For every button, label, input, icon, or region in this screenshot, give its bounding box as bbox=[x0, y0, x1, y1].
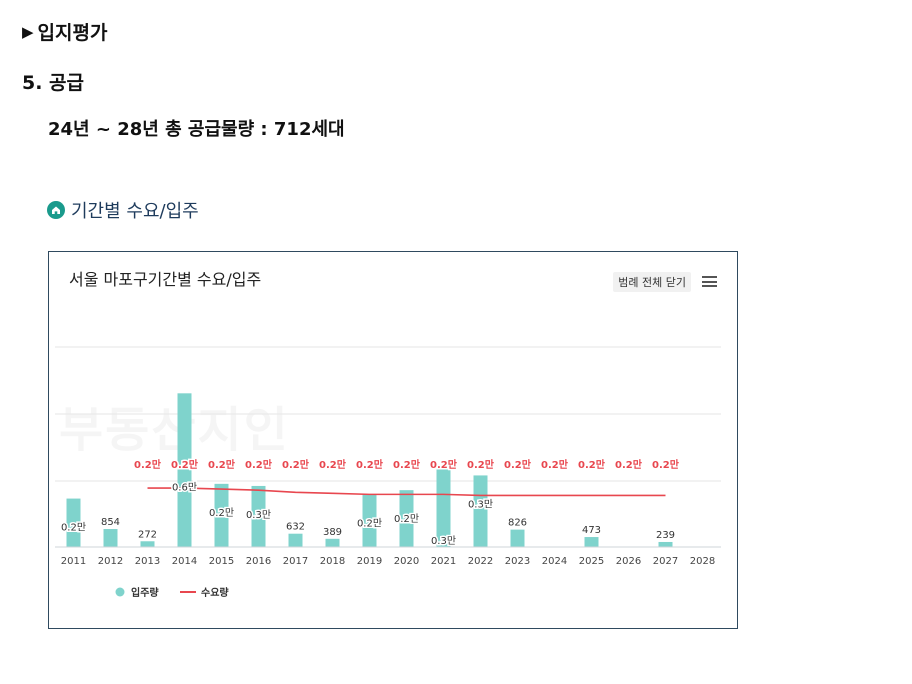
x-tick-2020: 2020 bbox=[394, 556, 419, 567]
legend-toggle-button[interactable]: 범례 전체 닫기 bbox=[613, 272, 691, 292]
supply-label-2016: 0.3만 bbox=[246, 509, 271, 521]
bar-2027 bbox=[658, 541, 673, 547]
demand-label-2018: 0.2만 bbox=[319, 458, 347, 471]
supply-label-2027: 239 bbox=[656, 530, 675, 541]
bar-2021 bbox=[436, 464, 451, 547]
bar-2017 bbox=[288, 533, 303, 547]
demand-label-2016: 0.2만 bbox=[245, 458, 273, 471]
supply-label-2025: 473 bbox=[582, 525, 601, 536]
demand-label-2015: 0.2만 bbox=[208, 458, 236, 471]
x-tick-2025: 2025 bbox=[579, 556, 604, 567]
demand-label-2025: 0.2만 bbox=[578, 458, 606, 471]
x-tick-2013: 2013 bbox=[135, 556, 160, 567]
bar-2012 bbox=[103, 529, 118, 547]
x-tick-2023: 2023 bbox=[505, 556, 530, 567]
x-tick-2019: 2019 bbox=[357, 556, 382, 567]
demand-label-2026: 0.2만 bbox=[615, 458, 643, 471]
bar-2022 bbox=[473, 475, 488, 547]
x-tick-2028: 2028 bbox=[690, 556, 715, 567]
demand-label-2024: 0.2만 bbox=[541, 458, 569, 471]
chart-header: 기간별 수요/입주 bbox=[47, 197, 199, 223]
bar-2025 bbox=[584, 537, 599, 547]
demand-label-2019: 0.2만 bbox=[356, 458, 384, 471]
supply-label-2012: 854 bbox=[101, 517, 120, 528]
supply-label-2018: 389 bbox=[323, 527, 342, 538]
demand-label-2014: 0.2만 bbox=[171, 458, 199, 471]
legend-marker-supply bbox=[115, 587, 125, 597]
demand-label-2027: 0.2만 bbox=[652, 458, 680, 471]
supply-label-2020: 0.2만 bbox=[394, 513, 419, 525]
sub-title: 5. 공급 bbox=[22, 72, 85, 94]
chart-plot: 0.2만 0.2만 0.2만 0.2만 0.2만 0.2만 0.2만 0.2만 0.2만 0.2만… bbox=[55, 346, 721, 599]
demand-label-2022: 0.2만 bbox=[467, 458, 495, 471]
supply-label-2019: 0.2만 bbox=[357, 517, 382, 529]
x-tick-2026: 2026 bbox=[616, 556, 641, 567]
menu-icon[interactable] bbox=[702, 276, 717, 287]
x-tick-2027: 2027 bbox=[653, 556, 678, 567]
x-tick-2017: 2017 bbox=[283, 556, 308, 567]
demand-line bbox=[147, 487, 666, 497]
x-tick-2012: 2012 bbox=[98, 556, 123, 567]
demand-label-2021: 0.2만 bbox=[430, 458, 458, 471]
x-tick-2015: 2015 bbox=[209, 556, 234, 567]
supply-label-2022: 0.3만 bbox=[468, 498, 493, 510]
x-tick-2014: 2014 bbox=[172, 556, 197, 567]
bar-2014 bbox=[177, 393, 192, 547]
x-tick-2024: 2024 bbox=[542, 556, 567, 567]
chart-header-text: 기간별 수요/입주 bbox=[71, 201, 199, 222]
bar-2023 bbox=[510, 529, 525, 547]
section-title-text: 입지평가 bbox=[37, 22, 108, 44]
chart-title: 서울 마포구기간별 수요/입주 bbox=[69, 270, 262, 289]
supply-label-2014: 0.6만 bbox=[172, 481, 197, 493]
x-tick-2011: 2011 bbox=[61, 556, 86, 567]
legend-label-demand: 수요량 bbox=[201, 587, 229, 599]
bar-2015 bbox=[214, 483, 229, 547]
x-tick-2018: 2018 bbox=[320, 556, 345, 567]
demand-label-2020: 0.2만 bbox=[393, 458, 421, 471]
bar-2016 bbox=[251, 485, 266, 547]
bar-2011 bbox=[66, 498, 81, 547]
bar-2019 bbox=[362, 494, 377, 547]
supply-summary: 24년 ~ 28년 총 공급물량 : 712세대 bbox=[48, 119, 345, 140]
demand-label-2013: 0.2만 bbox=[134, 458, 162, 471]
supply-label-2017: 632 bbox=[286, 522, 305, 533]
x-tick-2016: 2016 bbox=[246, 556, 271, 567]
supply-label-2023: 826 bbox=[508, 518, 527, 529]
triangle-right-icon: ▶ bbox=[22, 22, 34, 41]
bar-2018 bbox=[325, 538, 340, 547]
supply-label-2015: 0.2만 bbox=[209, 507, 234, 519]
demand-label-2023: 0.2만 bbox=[504, 458, 532, 471]
supply-label-2013: 272 bbox=[138, 529, 157, 540]
home-icon bbox=[47, 201, 65, 219]
x-tick-2021: 2021 bbox=[431, 556, 456, 567]
demand-label-2017: 0.2만 bbox=[282, 458, 310, 471]
bar-2013 bbox=[140, 541, 155, 547]
bar-2020 bbox=[399, 490, 414, 547]
legend-label-supply: 입주량 bbox=[131, 586, 159, 599]
chart-panel: 부동산지인 0.2만0.2만0.2만0.2만0.2만0.2만0.2만0.2만0.… bbox=[48, 251, 738, 629]
supply-label-2021: 0.3만 bbox=[431, 535, 456, 547]
section-title: ▶ 입지평가 bbox=[22, 18, 107, 45]
x-tick-2022: 2022 bbox=[468, 556, 493, 567]
supply-label-2011: 0.2만 bbox=[61, 522, 86, 534]
